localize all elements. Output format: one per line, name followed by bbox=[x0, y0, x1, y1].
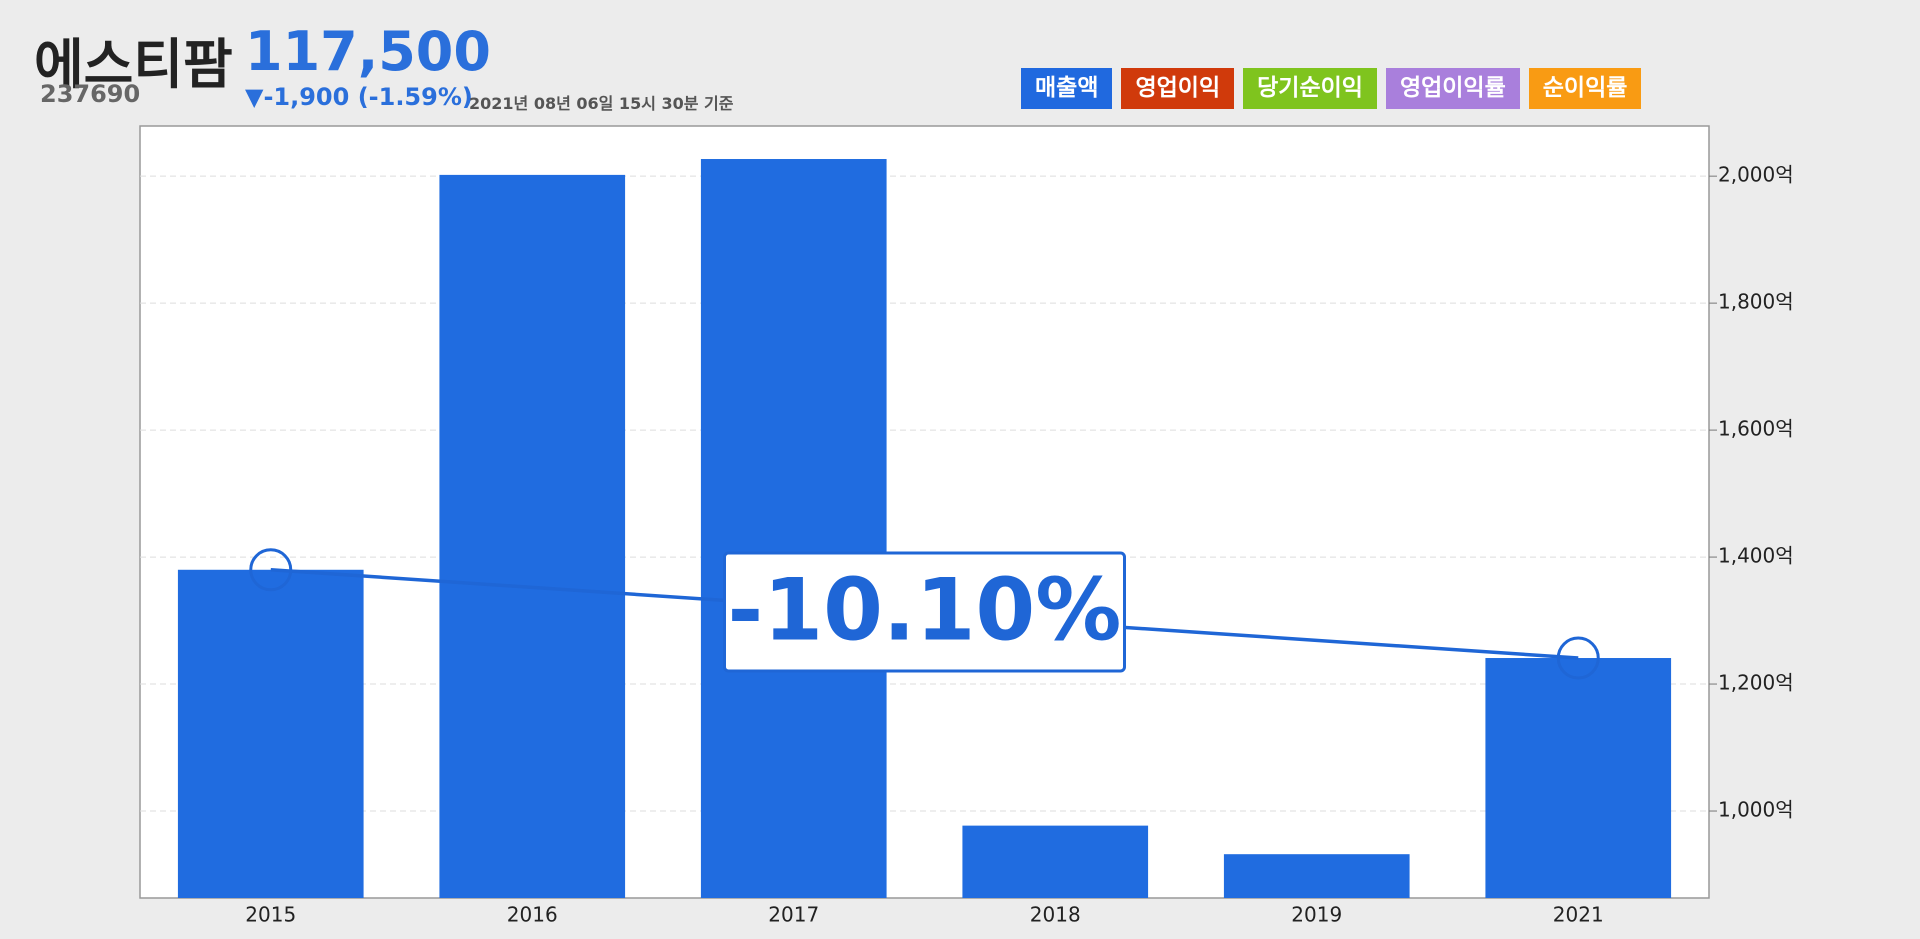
stock-code: 237690 bbox=[40, 80, 141, 108]
bar bbox=[177, 569, 364, 898]
bar bbox=[962, 825, 1149, 898]
bar bbox=[439, 174, 626, 898]
price-change: ▼-1,900 (-1.59%) bbox=[245, 83, 473, 111]
trend-point bbox=[1556, 636, 1600, 680]
y-tick-label: 1,000억 bbox=[1718, 798, 1794, 822]
x-tick-label: 2021 bbox=[1553, 903, 1604, 927]
stock-name: 에스티팜 bbox=[34, 33, 233, 96]
legend: 매출액 영업이익 당기순이익 영업이익률 순이익률 bbox=[1021, 68, 1642, 109]
x-tick-label: 2015 bbox=[245, 903, 296, 927]
plot-area bbox=[139, 125, 1710, 899]
trend-label: -10.10% bbox=[728, 560, 1122, 660]
legend-button[interactable]: 당기순이익 bbox=[1243, 68, 1377, 109]
legend-button[interactable]: 영업이익률 bbox=[1385, 68, 1520, 109]
x-tick-label: 2018 bbox=[1030, 903, 1081, 927]
timestamp: 2021년 08년 06일 15시 30분 기준 bbox=[469, 94, 734, 113]
trend-point bbox=[249, 548, 293, 592]
y-tick-label: 1,400억 bbox=[1718, 544, 1794, 568]
x-tick-label: 2017 bbox=[768, 903, 819, 927]
bar bbox=[1223, 854, 1410, 898]
y-tick-label: 1,800억 bbox=[1718, 290, 1794, 314]
legend-button[interactable]: 매출액 bbox=[1021, 68, 1113, 109]
bar bbox=[700, 159, 887, 898]
bar bbox=[1485, 658, 1672, 898]
y-tick-label: 2,000억 bbox=[1718, 163, 1794, 187]
y-tick-label: 1,600억 bbox=[1718, 417, 1794, 441]
y-tick-label: 1,200억 bbox=[1718, 671, 1794, 695]
legend-button[interactable]: 영업이익 bbox=[1121, 68, 1235, 109]
x-tick-label: 2016 bbox=[507, 903, 558, 927]
stock-price: 117,500 bbox=[245, 20, 491, 83]
trend-label-box bbox=[723, 551, 1126, 673]
legend-button[interactable]: 순이익률 bbox=[1528, 68, 1642, 109]
x-tick-label: 2019 bbox=[1291, 903, 1342, 927]
